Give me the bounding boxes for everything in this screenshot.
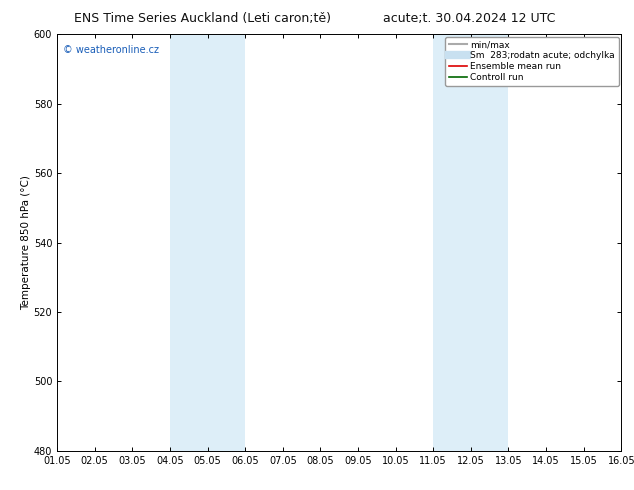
Y-axis label: Temperature 850 hPa (°C): Temperature 850 hPa (°C): [21, 175, 31, 310]
Text: acute;t. 30.04.2024 12 UTC: acute;t. 30.04.2024 12 UTC: [383, 12, 555, 25]
Legend: min/max, Sm  283;rodatn acute; odchylka, Ensemble mean run, Controll run: min/max, Sm 283;rodatn acute; odchylka, …: [445, 37, 619, 86]
Text: ENS Time Series Auckland (Leti caron;tě): ENS Time Series Auckland (Leti caron;tě): [74, 12, 332, 25]
Text: © weatheronline.cz: © weatheronline.cz: [63, 45, 158, 55]
Bar: [433, 34, 508, 451]
Bar: [170, 34, 245, 451]
